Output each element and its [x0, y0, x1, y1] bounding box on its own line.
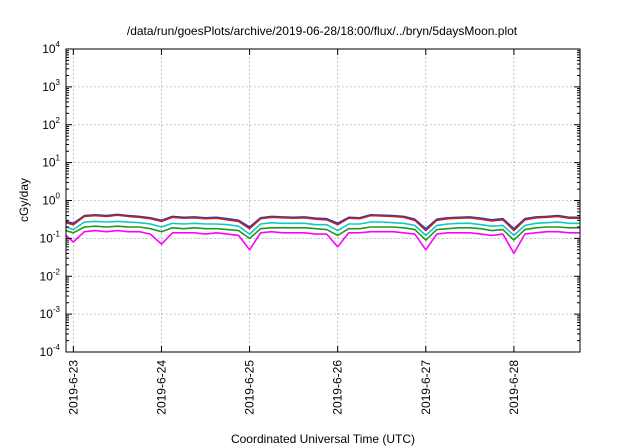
y-tick-label: 10-1: [40, 229, 61, 245]
series-line-2: [65, 214, 580, 232]
x-tick-label: 2019-6-24: [154, 360, 168, 415]
x-tick-label: 2019-6-23: [66, 360, 80, 415]
y-tick-label: 10-2: [40, 267, 61, 283]
series-layer: [65, 213, 580, 255]
y-axis-label: cGy/day: [17, 178, 31, 222]
grid: [66, 49, 580, 352]
y-tick-label: 104: [42, 40, 60, 56]
y-tick-label: 101: [42, 154, 60, 170]
y-tick-label: 100: [42, 192, 60, 208]
series-line-1: [65, 213, 580, 230]
x-tick-label: 2019-6-26: [331, 360, 345, 415]
y-tick-label: 10-4: [40, 343, 61, 359]
series-line-3: [65, 220, 580, 237]
series-line-4: [65, 225, 580, 241]
y-axis: 10-4 10-3 10-2 10-1 100 101 102 103 104: [40, 40, 580, 359]
x-axis-label: Coordinated Universal Time (UTC): [231, 432, 415, 446]
x-tick-label: 2019-6-27: [419, 360, 433, 415]
y-tick-label: 103: [42, 78, 60, 94]
x-axis: 2019-6-23 2019-6-24 2019-6-25 2019-6-26 2019…: [66, 49, 521, 415]
y-tick-label: 10-3: [40, 305, 61, 321]
series-line-5: [65, 229, 580, 255]
x-tick-label: 2019-6-28: [507, 360, 521, 415]
y-tick-label: 102: [42, 116, 60, 132]
x-tick-label: 2019-6-25: [243, 360, 257, 415]
chart-title: /data/run/goesPlots/archive/2019-06-28/1…: [127, 24, 518, 38]
